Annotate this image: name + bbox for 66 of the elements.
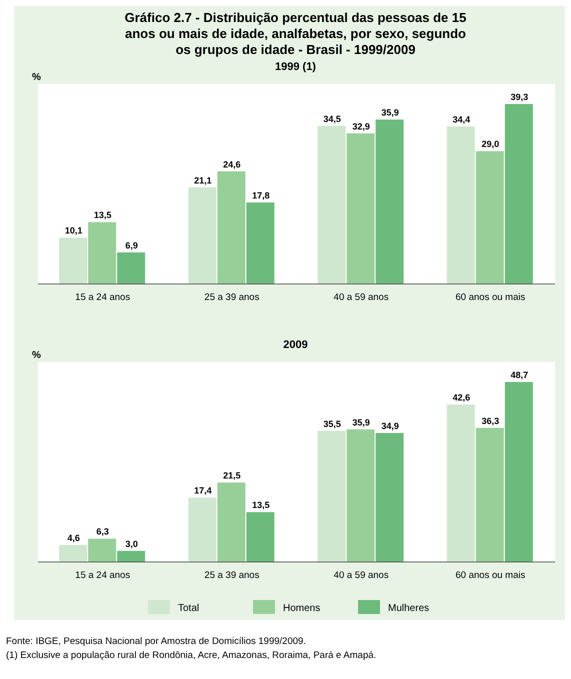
- data-label: 35,9: [381, 108, 399, 118]
- bar: [217, 171, 246, 284]
- data-label: 32,9: [352, 121, 370, 132]
- data-label: 21,1: [194, 175, 212, 186]
- bar: [504, 382, 533, 562]
- data-label: 21,5: [223, 470, 241, 481]
- bar: [117, 252, 146, 284]
- x-tick-label: 40 a 59 anos: [334, 292, 389, 303]
- y-axis-title: %: [32, 72, 41, 83]
- bar: [346, 429, 375, 562]
- bar: [376, 433, 404, 562]
- x-tick-label: 60 anos ou mais: [456, 292, 526, 303]
- source-note: Fonte: IBGE, Pesquisa Nacional por Amostra de Domicílios 1999/2009.: [6, 636, 306, 647]
- data-label: 39,3: [510, 92, 528, 102]
- data-label: 42,6: [452, 392, 470, 403]
- legend-label: Total: [178, 603, 200, 614]
- data-label: 4,6: [67, 533, 80, 543]
- bar: [217, 482, 246, 562]
- data-label: 35,5: [323, 418, 341, 429]
- bar: [446, 404, 475, 562]
- bar: [246, 512, 274, 562]
- bar: [117, 550, 146, 562]
- x-tick-label: 25 a 39 anos: [204, 292, 260, 303]
- data-label: 17,8: [252, 190, 270, 200]
- bar: [88, 538, 116, 562]
- bar: [188, 498, 216, 562]
- x-tick-label: 15 a 24 anos: [75, 570, 130, 581]
- x-tick-label: 60 anos ou mais: [456, 570, 526, 581]
- data-label: 6,3: [96, 526, 109, 537]
- data-label: 35,9: [352, 417, 370, 428]
- data-label: 24,6: [223, 159, 241, 170]
- bar: [504, 104, 533, 284]
- data-label: 34,5: [323, 114, 341, 124]
- bar: [59, 238, 88, 284]
- legend-label: Homens: [283, 603, 320, 614]
- chart-title: Gráfico 2.7 - Distribuição percentual das pessoas de 15 anos ou mais de idade, analfabetas, por sexo, segundo os grupos de idade - Brasil - 1999/2009: [124, 10, 466, 57]
- legend-label: Mulheres: [388, 603, 430, 614]
- bar: [476, 151, 504, 284]
- data-label: 13,5: [252, 500, 270, 510]
- data-label: 48,7: [510, 370, 528, 380]
- bar: [88, 222, 116, 284]
- bar: [188, 187, 216, 284]
- bar: [318, 430, 346, 562]
- bar: [318, 126, 346, 284]
- x-tick-label: 40 a 59 anos: [334, 570, 389, 581]
- y-axis-title: %: [32, 350, 41, 361]
- bar: [476, 428, 504, 562]
- data-label: 34,4: [452, 114, 470, 124]
- bar: [346, 133, 375, 284]
- data-label: 17,4: [194, 486, 212, 496]
- chart-title: 2009: [283, 339, 308, 351]
- x-tick-label: 15 a 24 anos: [75, 292, 130, 303]
- x-tick-label: 25 a 39 anos: [204, 570, 260, 581]
- bar: [446, 126, 475, 284]
- data-label: 6,9: [125, 240, 138, 250]
- text: (1) Exclusive a população rural de Rondônia, Acre, Amazonas, Roraima, Pará e Amapá.: [6, 650, 376, 661]
- data-label: 10,1: [64, 226, 82, 236]
- bar: [59, 545, 88, 562]
- data-label: 36,3: [482, 416, 500, 426]
- data-label: 13,5: [94, 210, 112, 220]
- bar: [246, 202, 274, 284]
- data-label: 3,0: [125, 538, 138, 549]
- data-label: 34,9: [381, 421, 399, 432]
- chart-subtitle: 1999 (1): [275, 61, 316, 73]
- bar: [376, 120, 404, 284]
- data-label: 29,0: [482, 139, 500, 150]
